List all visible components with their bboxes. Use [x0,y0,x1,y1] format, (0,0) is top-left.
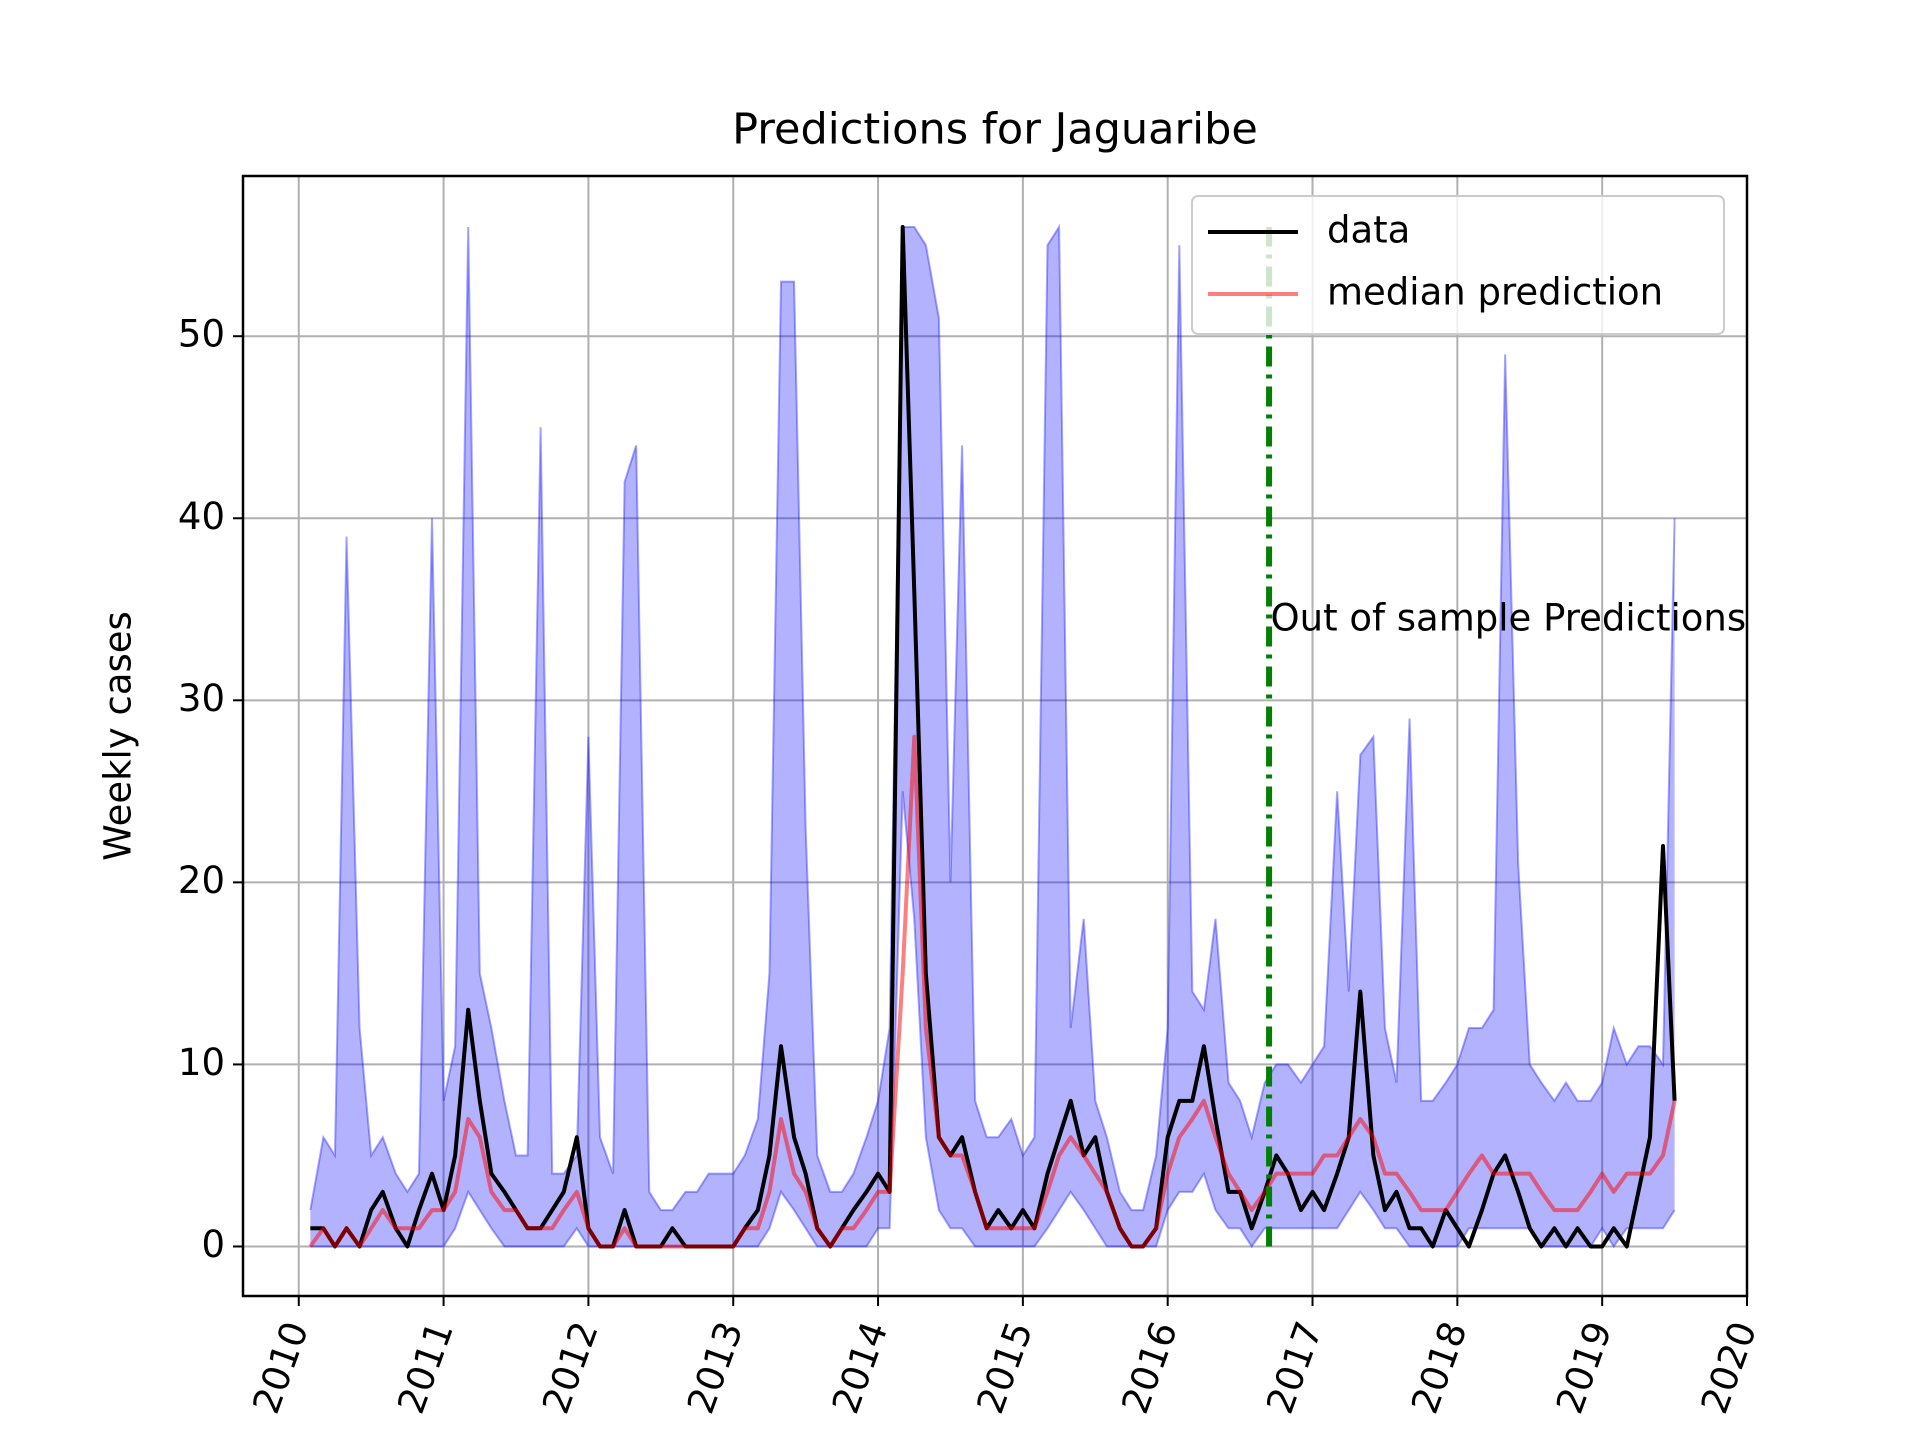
x-tick-label: 2010 [244,1316,317,1419]
x-tick-label: 2020 [1693,1316,1766,1419]
legend: data median prediction [1191,195,1725,335]
plot-frame [241,174,1749,1298]
x-tick-label: 2018 [1403,1316,1476,1419]
y-tick-label: 20 [178,859,225,902]
annotation: Out of sample Predictions [1271,597,1747,640]
y-axis-label: Weekly cases [97,611,140,861]
x-tick-label: 2016 [1113,1316,1186,1419]
chart-title: Predictions for Jaguaribe [732,105,1258,155]
legend-label: median prediction [1327,271,1663,314]
y-tick-label: 30 [178,677,225,720]
x-tick-label: 2014 [824,1316,897,1419]
x-tick-label: 2011 [389,1316,462,1419]
y-tick-label: 40 [178,495,225,538]
band-lower-edge [310,791,1676,1249]
x-tick-label: 2019 [1548,1316,1621,1419]
x-tick-label: 2013 [679,1316,752,1419]
y-tick-label: 0 [201,1223,225,1266]
legend-box [1191,195,1725,335]
y-tick-label: 50 [178,313,225,356]
x-tick-label: 2012 [534,1316,607,1419]
legend-label: data [1327,209,1410,252]
series-line [308,734,1677,1249]
prediction-band [310,226,1675,1247]
band-upper-edge [309,223,1676,1212]
y-tick-label: 10 [178,1041,225,1084]
x-tick-label: 2017 [1258,1316,1331,1419]
x-tick-label: 2015 [969,1316,1042,1419]
